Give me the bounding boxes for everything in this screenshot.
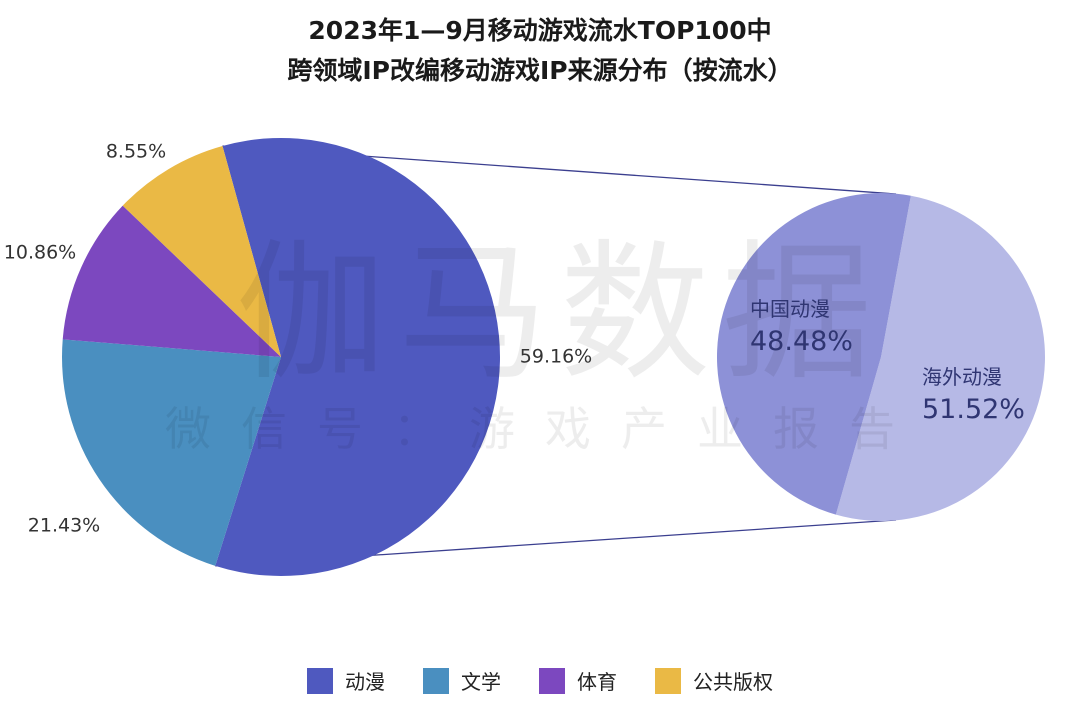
breakdown-value-overseas: 51.52% bbox=[922, 394, 1025, 425]
breakdown-slice-domestic bbox=[716, 192, 911, 515]
breakdown-name-domestic: 中国动漫 bbox=[750, 297, 830, 321]
legend-item-literature: 文学 bbox=[423, 666, 501, 695]
legend-label-sports: 体育 bbox=[577, 670, 617, 694]
breakdown-pie bbox=[716, 192, 1045, 521]
pie-slice-public bbox=[122, 145, 281, 357]
legend-item-sports: 体育 bbox=[539, 666, 617, 695]
legend-label-literature: 文学 bbox=[461, 670, 501, 694]
pie-label-anime: 59.16% bbox=[520, 346, 592, 368]
pie-label-sports: 10.86% bbox=[4, 242, 76, 264]
breakdown-slice-overseas bbox=[835, 195, 1045, 521]
pie-slice-sports bbox=[62, 205, 282, 357]
chart-title-line2: 跨领域IP改编移动游戏IP来源分布（按流水） bbox=[287, 56, 793, 85]
pie-label-public: 8.55% bbox=[106, 141, 166, 163]
chart-title-line1: 2023年1—9月移动游戏流水TOP100中 bbox=[308, 16, 772, 45]
main-pie-labels: 59.16% 21.43% 10.86% 8.55% bbox=[4, 141, 592, 537]
watermark-sub: 微信号：游戏产业报告 bbox=[165, 402, 925, 456]
legend-swatch-anime bbox=[307, 667, 333, 694]
watermark-main: 伽马数据 bbox=[236, 227, 884, 401]
breakdown-value-domestic: 48.48% bbox=[750, 326, 853, 357]
breakdown-name-overseas: 海外动漫 bbox=[922, 365, 1002, 389]
breakdown-pie-labels: 中国动漫 48.48% 海外动漫 51.52% bbox=[750, 297, 1025, 425]
legend-swatch-literature bbox=[423, 667, 449, 694]
legend-swatch-public bbox=[655, 667, 681, 694]
pie-slice-literature bbox=[61, 339, 281, 566]
legend-item-public: 公共版权 bbox=[655, 666, 773, 695]
legend-item-anime: 动漫 bbox=[307, 666, 385, 695]
legend-swatch-sports bbox=[539, 667, 565, 694]
legend: 动漫 文学 体育 公共版权 bbox=[0, 666, 1080, 695]
legend-label-anime: 动漫 bbox=[345, 670, 385, 694]
pie-label-literature: 21.43% bbox=[28, 515, 100, 537]
legend-label-public: 公共版权 bbox=[693, 670, 773, 694]
pie-slice-anime bbox=[215, 138, 500, 576]
main-pie bbox=[61, 138, 500, 576]
